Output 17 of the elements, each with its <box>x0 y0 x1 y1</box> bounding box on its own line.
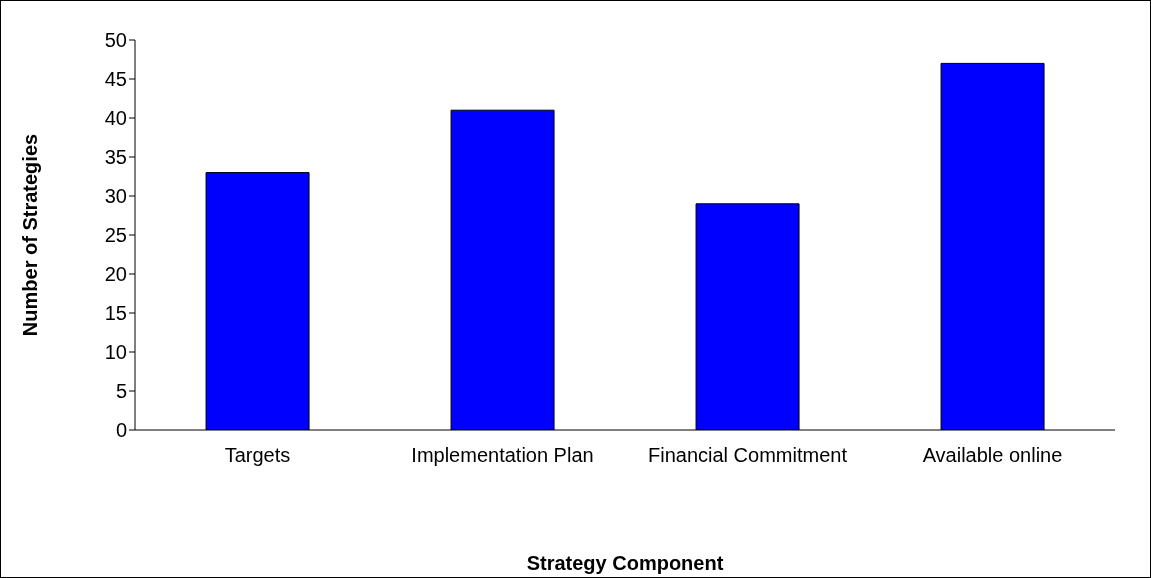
y-tick-label: 45 <box>104 68 127 91</box>
y-tick-label: 40 <box>104 107 127 130</box>
y-tick-label: 5 <box>115 380 127 403</box>
y-tick-label: 35 <box>104 146 127 169</box>
y-axis-title: Number of Strategies <box>19 133 42 337</box>
x-tick-label: Targets <box>224 444 291 467</box>
x-tick-label: Financial Commitment <box>648 444 848 467</box>
y-tick-label: 30 <box>104 185 127 208</box>
y-tick-label: 20 <box>104 263 127 286</box>
y-tick-label: 0 <box>115 419 127 442</box>
y-tick-label: 10 <box>104 341 127 364</box>
y-tick-label: 25 <box>104 224 127 247</box>
x-axis-title: Strategy Component <box>526 552 724 574</box>
x-tick-label: Available online <box>922 444 1063 467</box>
y-tick-label: 50 <box>104 29 127 52</box>
x-tick-label: Implementation Plan <box>411 444 594 467</box>
y-tick-label: 15 <box>104 302 127 325</box>
